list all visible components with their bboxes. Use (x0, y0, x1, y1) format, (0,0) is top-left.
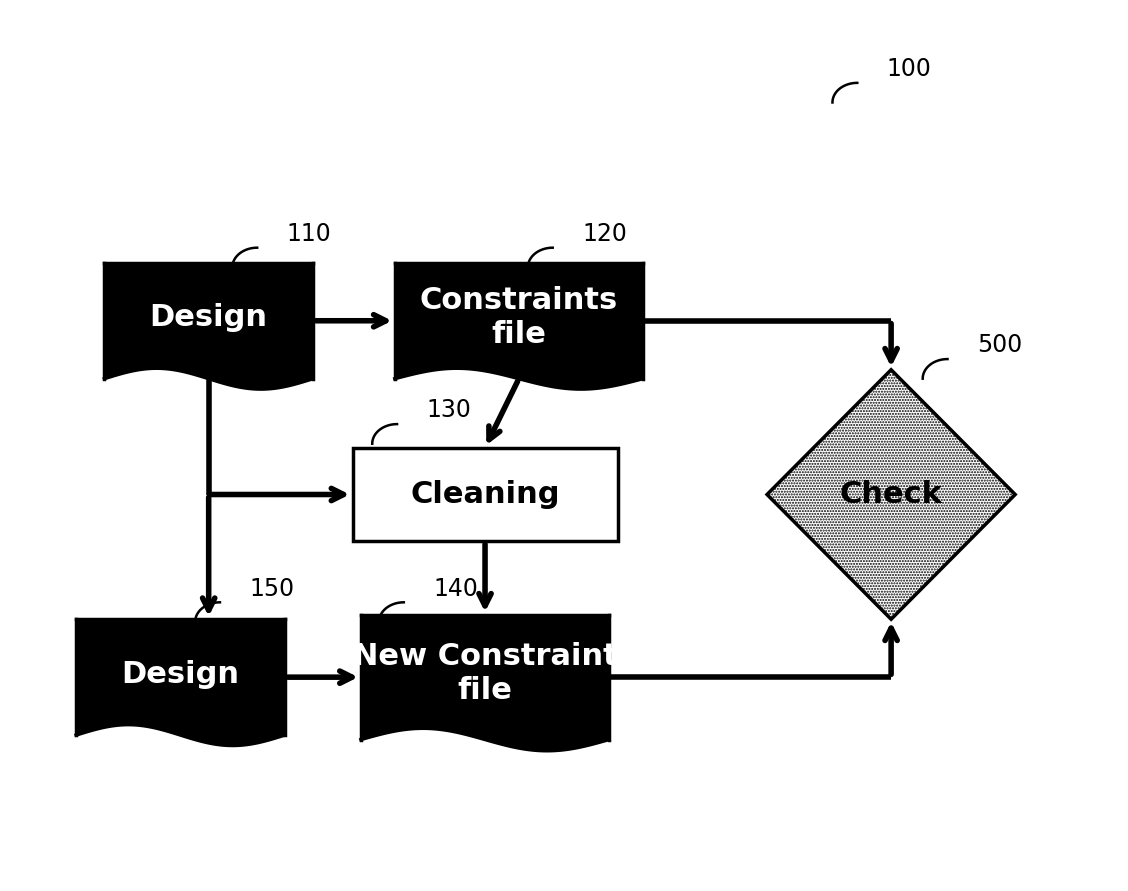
Text: Design: Design (122, 659, 239, 689)
Text: 120: 120 (582, 222, 627, 246)
Polygon shape (395, 263, 643, 389)
Bar (352, 448, 617, 541)
Text: 110: 110 (287, 222, 332, 246)
Polygon shape (104, 263, 312, 389)
Polygon shape (767, 370, 1015, 619)
Text: Design: Design (150, 303, 267, 332)
Polygon shape (77, 619, 284, 746)
Text: Check: Check (839, 480, 943, 509)
Text: Cleaning: Cleaning (411, 480, 559, 509)
Text: 100: 100 (887, 57, 932, 81)
Text: 130: 130 (426, 398, 472, 422)
Polygon shape (361, 615, 609, 751)
Text: Constraints
file: Constraints file (420, 286, 618, 349)
Text: 150: 150 (249, 576, 294, 601)
Text: 140: 140 (433, 576, 478, 601)
Text: 500: 500 (977, 333, 1022, 357)
Text: New Constraint
file: New Constraint file (353, 642, 617, 705)
